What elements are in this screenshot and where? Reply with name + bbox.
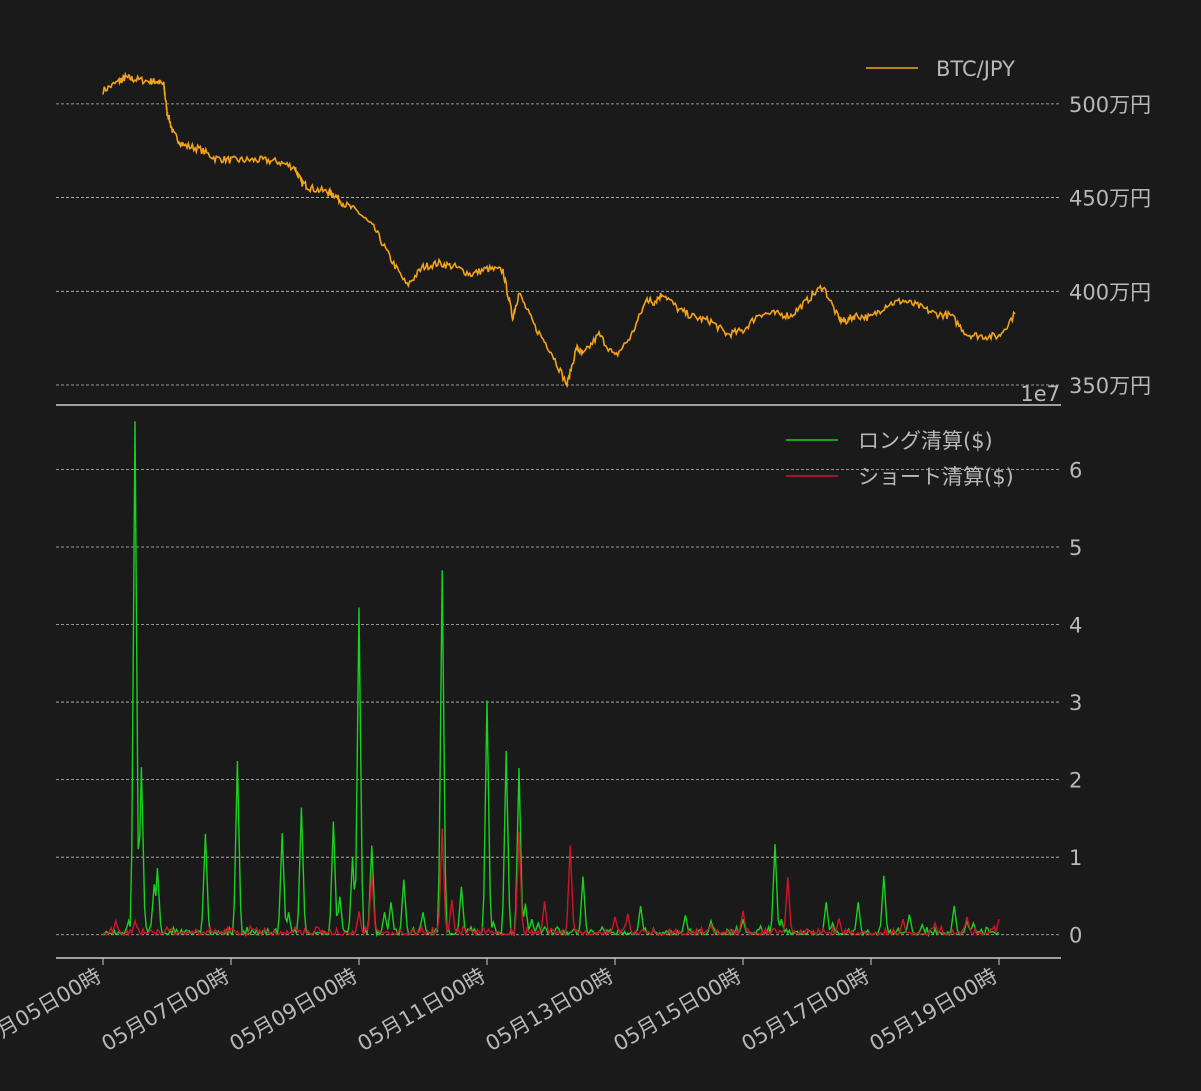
price-chart: 350万円 400万円 450万円 500万円 BTC/JPY <box>56 57 1151 406</box>
liquidation-grid <box>56 469 1061 936</box>
price-y-tick-label: 400万円 <box>1069 280 1151 304</box>
liquidation-y-tick-label: 5 <box>1069 536 1082 560</box>
liquidation-y-tick-label: 4 <box>1069 614 1082 638</box>
price-legend-label: BTC/JPY <box>936 57 1015 81</box>
price-y-tick-label: 450万円 <box>1069 187 1151 211</box>
price-y-tick-label: 500万円 <box>1069 93 1151 117</box>
price-grid <box>56 103 1061 386</box>
liquidation-y-tick-label: 0 <box>1069 924 1082 948</box>
btc-jpy-line <box>102 71 1016 389</box>
liquidation-y-axis: 0 1 2 3 4 5 6 <box>1069 458 1082 947</box>
liquidation-y-tick-label: 2 <box>1069 769 1082 793</box>
liquidation-y-tick-label: 1 <box>1069 846 1082 870</box>
liquidation-y-tick-label: 6 <box>1069 458 1082 482</box>
short-legend-label: ショート清算($) <box>858 465 1014 489</box>
liquidation-y-tick-label: 3 <box>1069 691 1082 715</box>
liquidation-legend: ロング清算($) ショート清算($) <box>786 429 1014 489</box>
price-legend: BTC/JPY <box>866 57 1015 81</box>
price-y-tick-label: 350万円 <box>1069 374 1151 398</box>
short-liquidation-line <box>102 828 1000 937</box>
long-legend-label: ロング清算($) <box>858 429 993 453</box>
liquidation-offset-text: 1e7 <box>1020 382 1060 406</box>
price-y-axis: 350万円 400万円 450万円 500万円 <box>1069 93 1151 398</box>
